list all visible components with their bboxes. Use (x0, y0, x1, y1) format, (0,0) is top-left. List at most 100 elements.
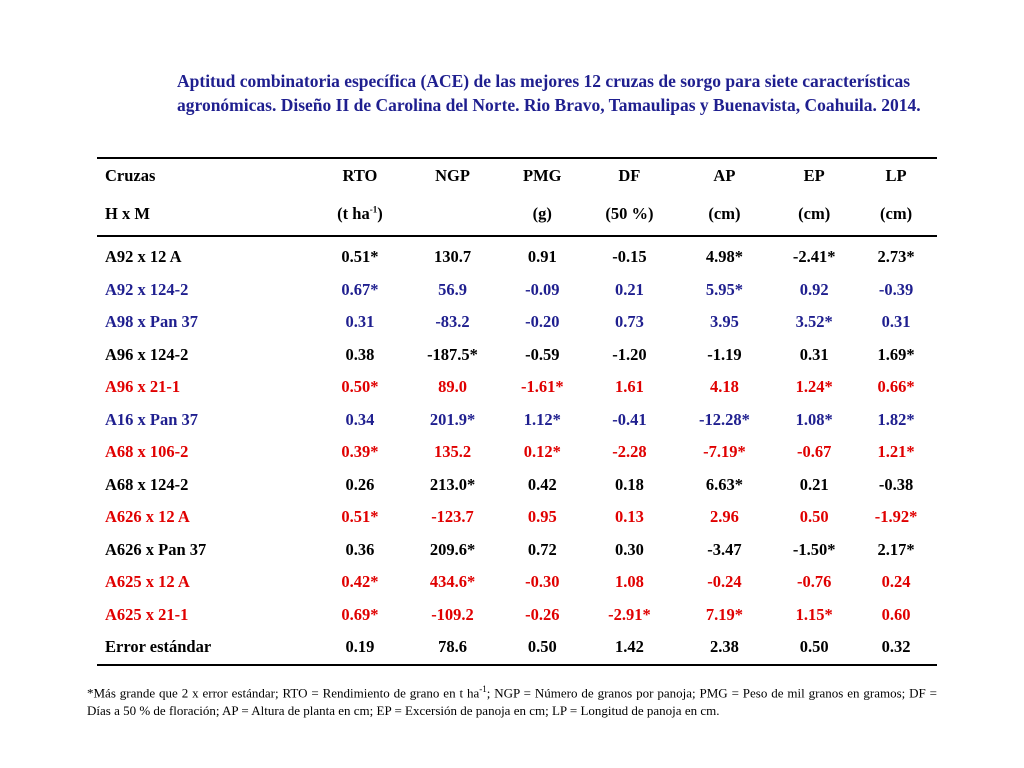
value-cell: 0.92 (799, 279, 829, 299)
value-cell: -0.26 (525, 604, 560, 624)
value-cell: -0.59 (525, 344, 560, 364)
value-cell: 0.42 (527, 474, 557, 494)
table-row: A96 x 124-2 0.38 -187.5* -0.59 -1.20 -1.19 0.3… (97, 339, 937, 372)
table-row: A92 x 124-2 0.67* 56.9 -0.09 0.21 5.95* 0.92 -0… (97, 274, 937, 307)
header-ap: AP (675, 157, 774, 193)
value-cell: 1.69* (877, 344, 915, 364)
value-cell: 0.95 (527, 507, 557, 527)
table-row: Error estándar 0.19 78.6 0.50 1.42 2.38 0.50 0.… (97, 631, 937, 666)
value-cell: -0.20 (525, 312, 560, 332)
value-cell: 0.21 (799, 474, 829, 494)
value-cell: 1.21* (877, 442, 915, 462)
table-row: A16 x Pan 37 0.34 201.9* 1.12* -0.41 -12.28* 1… (97, 404, 937, 437)
value-cell: 0.50 (773, 631, 856, 666)
table-row: A92 x 12 A 0.51* 130.7 0.91 -0.15 4.98* -2.41*… (97, 236, 937, 274)
value-cell: 0.24 (881, 572, 911, 592)
table-row: A626 x Pan 37 0.36 209.6* 0.72 0.30 -3.47 -1.5… (97, 534, 937, 567)
value-cell: -3.47 (707, 539, 742, 559)
table-row: A98 x Pan 37 0.31 -83.2 -0.20 0.73 3.95 3.52* 0… (97, 306, 937, 339)
value-cell: -0.30 (525, 572, 560, 592)
value-cell: 4.98* (705, 247, 743, 267)
value-cell: -1.61* (520, 377, 564, 397)
value-cell: 0.31 (881, 312, 911, 332)
rto-unit-sup: -1 (369, 204, 378, 215)
value-cell: 3.95 (709, 312, 739, 332)
header-rto-unit: (t ha-1) (316, 193, 404, 237)
value-cell: 78.6 (403, 631, 502, 666)
value-cell: 4.18 (709, 377, 739, 397)
cross-name-cell: A96 x 21-1 (105, 377, 181, 397)
value-cell: -1.19 (707, 344, 742, 364)
value-cell: 201.9* (429, 409, 476, 429)
footnote-part1: *Más grande que 2 x error estándar; RTO … (87, 685, 480, 701)
value-cell: 130.7 (433, 247, 472, 267)
header-cruzas: Cruzas (97, 157, 317, 193)
value-cell: 0.31 (345, 312, 375, 332)
table-row: A625 x 21-1 0.69* -109.2 -0.26 -2.91* 7.19* 1.… (97, 599, 937, 632)
cross-name-cell: A626 x Pan 37 (105, 539, 207, 559)
value-cell: 1.08 (614, 572, 644, 592)
table-title: Aptitud combinatoria específica (ACE) de… (177, 71, 921, 115)
header-ngp: NGP (403, 157, 502, 193)
cross-name-cell: A92 x 124-2 (105, 279, 189, 299)
value-cell: 0.50* (341, 377, 379, 397)
cross-name-cell: A626 x 12 A (105, 507, 190, 527)
value-cell: -0.41 (612, 409, 647, 429)
value-cell: 213.0* (429, 474, 476, 494)
ace-table: Cruzas RTO NGP PMG DF AP EP LP H x M (t … (97, 157, 937, 666)
value-cell: -0.76 (797, 572, 832, 592)
value-cell: -2.91* (608, 604, 651, 624)
header-rto: RTO (316, 157, 404, 193)
value-cell: 0.73 (614, 312, 644, 332)
footnote-sup: -1 (479, 684, 487, 694)
value-cell: 1.15* (795, 604, 833, 624)
header-lp: LP (855, 157, 937, 193)
header-pmg: PMG (501, 157, 584, 193)
header-pmg-unit: (g) (501, 193, 584, 237)
cross-name-cell: A98 x Pan 37 (105, 312, 199, 332)
value-cell: 0.72 (527, 539, 557, 559)
value-cell: -1.20 (612, 344, 647, 364)
value-cell: 0.26 (345, 474, 375, 494)
value-cell: 209.6* (429, 539, 476, 559)
value-cell: 0.51* (341, 507, 379, 527)
value-cell: -0.38 (878, 474, 914, 494)
value-cell: 2.17* (877, 539, 915, 559)
table-row: A625 x 12 A 0.42* 434.6* -0.30 1.08 -0.24 -0.7… (97, 566, 937, 599)
value-cell: 0.32 (855, 631, 937, 666)
value-cell: 1.82* (877, 409, 915, 429)
cross-name-cell: A92 x 12 A (105, 247, 182, 267)
value-cell: -0.24 (707, 572, 742, 592)
value-cell: 1.12* (523, 409, 561, 429)
value-cell: 0.34 (345, 409, 375, 429)
value-cell: 1.61 (614, 377, 644, 397)
cross-name-cell: A16 x Pan 37 (105, 409, 199, 429)
value-cell: 0.13 (614, 507, 644, 527)
value-cell: 0.50 (799, 507, 829, 527)
value-cell: 0.67* (341, 279, 379, 299)
footnote-part2: ; NGP = Número de granos por panoja; PMG… (87, 685, 937, 719)
value-cell: 434.6* (429, 572, 476, 592)
value-cell: 89.0 (438, 377, 467, 397)
value-cell: -7.19* (703, 442, 746, 462)
value-cell: -0.39 (878, 279, 914, 299)
value-cell: 1.42 (583, 631, 676, 666)
value-cell: -109.2 (431, 604, 474, 624)
cross-name-cell: A68 x 124-2 (105, 474, 189, 494)
value-cell: 0.50 (501, 631, 584, 666)
value-cell: 3.52* (795, 312, 833, 332)
header-ep-unit: (cm) (773, 193, 856, 237)
value-cell: 2.38 (675, 631, 774, 666)
cross-name-cell: A96 x 124-2 (105, 344, 189, 364)
value-cell: 135.2 (433, 442, 472, 462)
rto-unit-close: ) (377, 204, 383, 223)
value-cell: 0.38 (345, 344, 375, 364)
value-cell: 0.19 (316, 631, 404, 666)
value-cell: -0.09 (525, 279, 560, 299)
value-cell: 0.91 (527, 247, 557, 267)
value-cell: 0.51* (341, 247, 379, 267)
header-ngp-unit (403, 193, 502, 237)
value-cell: -2.41* (792, 247, 836, 267)
header-lp-unit: (cm) (855, 193, 937, 237)
value-cell: -123.7 (431, 507, 474, 527)
